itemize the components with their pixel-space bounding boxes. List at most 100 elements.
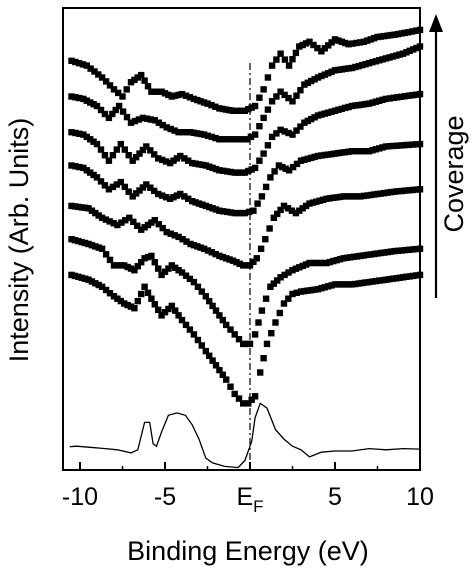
data-marker xyxy=(369,278,376,285)
data-marker xyxy=(384,32,391,39)
series-markers-6 xyxy=(68,43,424,143)
data-marker xyxy=(151,301,158,308)
data-marker xyxy=(377,249,385,257)
data-marker xyxy=(223,321,230,329)
data-marker xyxy=(121,300,128,307)
data-marker xyxy=(398,247,405,254)
data-marker xyxy=(314,112,322,119)
data-marker xyxy=(85,205,92,212)
data-marker xyxy=(379,144,386,151)
data-marker xyxy=(365,60,373,67)
data-marker xyxy=(416,26,424,34)
data-marker xyxy=(387,188,395,196)
data-marker xyxy=(331,150,339,157)
data-marker xyxy=(292,49,300,57)
data-marker xyxy=(216,167,223,174)
data-marker xyxy=(158,271,165,279)
data-marker xyxy=(178,90,186,98)
data-marker xyxy=(155,221,162,228)
data-marker xyxy=(251,102,259,110)
data-marker xyxy=(256,157,263,164)
data-marker xyxy=(328,282,335,289)
data-marker xyxy=(398,30,405,37)
data-marker xyxy=(204,100,211,107)
data-marker xyxy=(75,203,82,211)
data-marker xyxy=(68,202,75,210)
data-marker xyxy=(194,283,202,290)
data-marker xyxy=(374,190,381,198)
data-marker xyxy=(113,146,120,153)
data-marker xyxy=(280,202,288,210)
data-marker xyxy=(235,336,243,343)
data-marker xyxy=(349,40,356,47)
data-marker xyxy=(274,210,281,218)
data-marker xyxy=(234,169,242,176)
data-marker xyxy=(409,186,416,194)
data-marker xyxy=(409,246,416,253)
data-marker xyxy=(304,287,311,294)
data-marker xyxy=(403,273,410,280)
data-marker xyxy=(127,265,135,272)
data-marker xyxy=(384,189,391,196)
data-marker xyxy=(220,136,227,143)
series-markers-4 xyxy=(68,140,424,217)
data-marker xyxy=(338,66,345,73)
data-marker xyxy=(374,33,381,41)
data-marker xyxy=(183,238,190,245)
data-marker xyxy=(117,178,124,186)
data-marker xyxy=(185,157,192,164)
data-marker xyxy=(262,183,270,191)
data-marker xyxy=(76,94,83,102)
data-marker xyxy=(229,257,237,264)
data-marker xyxy=(239,136,246,143)
data-marker xyxy=(240,262,247,269)
data-marker xyxy=(131,305,138,312)
data-marker xyxy=(98,74,106,81)
data-marker xyxy=(175,267,182,274)
data-marker xyxy=(333,257,340,264)
data-marker xyxy=(219,105,226,113)
data-marker xyxy=(177,152,184,160)
data-marker xyxy=(390,142,397,150)
data-marker xyxy=(231,169,238,176)
data-marker xyxy=(258,193,266,200)
data-marker xyxy=(285,94,292,102)
data-marker xyxy=(97,106,105,114)
data-marker xyxy=(245,208,253,216)
data-marker xyxy=(92,243,99,250)
data-marker xyxy=(240,340,247,348)
data-marker xyxy=(362,148,369,155)
data-marker xyxy=(199,201,206,208)
data-marker xyxy=(405,141,412,149)
data-marker xyxy=(200,131,208,138)
data-marker xyxy=(372,58,379,65)
data-marker xyxy=(399,274,407,281)
x-tick-label: 10 xyxy=(406,483,434,511)
data-marker xyxy=(117,297,124,305)
data-marker xyxy=(223,136,231,143)
data-marker xyxy=(335,37,342,44)
data-marker xyxy=(350,253,357,260)
data-marker xyxy=(68,162,75,169)
plot-frame xyxy=(62,7,421,471)
data-marker xyxy=(68,57,75,64)
data-marker xyxy=(143,143,150,150)
coverage-arrow-head xyxy=(429,14,443,32)
data-marker xyxy=(202,293,209,300)
data-marker xyxy=(206,163,213,170)
data-marker xyxy=(110,262,118,269)
data-marker xyxy=(416,90,424,98)
data-marker xyxy=(68,271,75,279)
data-marker xyxy=(352,148,359,155)
data-marker xyxy=(367,191,374,199)
data-marker xyxy=(264,74,272,81)
data-marker xyxy=(229,107,237,114)
data-marker xyxy=(187,240,194,248)
data-marker xyxy=(204,247,212,254)
data-marker xyxy=(352,102,359,109)
data-marker xyxy=(212,250,219,258)
data-marker xyxy=(134,222,141,229)
data-marker xyxy=(325,151,332,158)
data-marker xyxy=(168,262,175,269)
data-marker xyxy=(192,199,199,206)
